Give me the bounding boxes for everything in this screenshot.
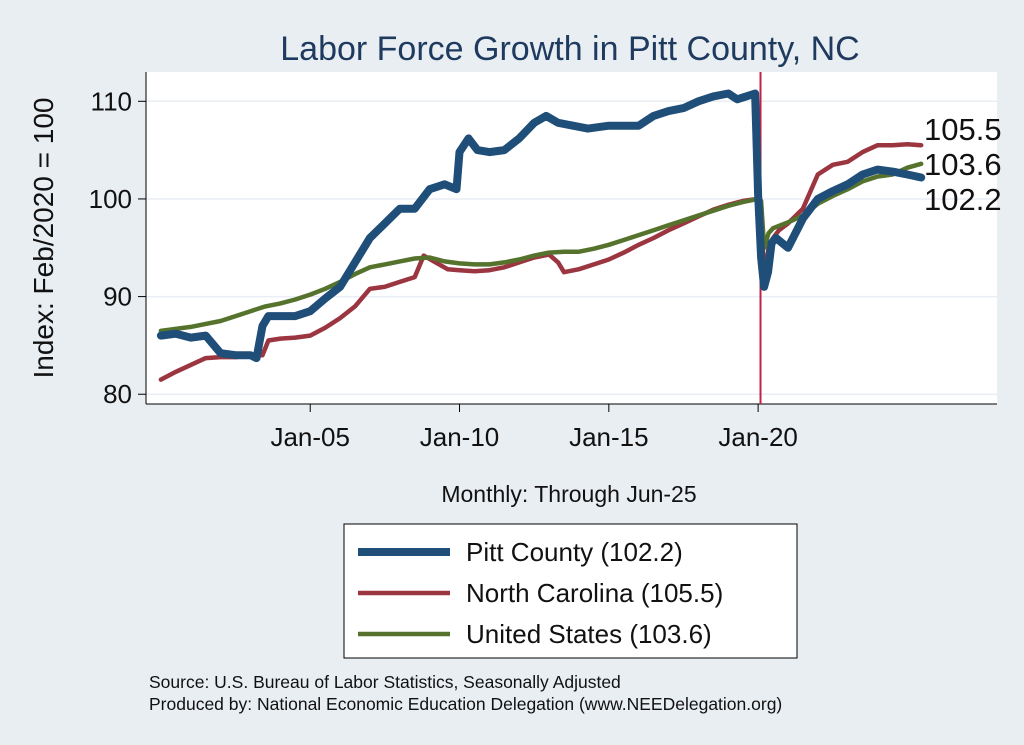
- y-tick-label: 100: [89, 184, 132, 214]
- y-tick-label: 110: [91, 86, 132, 116]
- legend-label-2: United States (103.6): [466, 619, 712, 649]
- series-line-0: [156, 89, 926, 363]
- x-tick-label: Jan-20: [718, 422, 798, 452]
- y-tick-label: 80: [103, 379, 132, 409]
- gridlines: [146, 100, 997, 395]
- x-tick-label: Jan-10: [420, 422, 500, 452]
- chart-title: Labor Force Growth in Pitt County, NC: [280, 30, 859, 68]
- legend: Pitt County (102.2) North Carolina (105.5…: [343, 523, 798, 659]
- y-axis: [138, 72, 147, 404]
- x-tick-label: Jan-05: [270, 422, 350, 452]
- source-line-1: Source: U.S. Bureau of Labor Statistics,…: [149, 672, 621, 692]
- y-axis-title: Index: Feb/2020 = 100: [28, 98, 59, 379]
- end-label-2: 103.6: [924, 147, 1002, 182]
- x-axis-title: Monthly: Through Jun-25: [441, 481, 696, 507]
- x-tick-label: Jan-15: [569, 422, 649, 452]
- end-label-1: 105.5: [924, 112, 1002, 147]
- series-lines: [156, 89, 926, 382]
- y-tick-label: 90: [103, 282, 132, 312]
- y-tick-labels: 80 90 100 110: [89, 86, 132, 409]
- legend-label-0: Pitt County (102.2): [466, 537, 683, 567]
- series-line-1: [158, 142, 924, 382]
- source-line-2: Produced by: National Economic Education…: [149, 694, 782, 714]
- series-line-2: [158, 161, 924, 334]
- end-label-0: 102.2: [924, 182, 1002, 217]
- x-axis: [146, 403, 997, 412]
- legend-label-1: North Carolina (105.5): [466, 578, 723, 608]
- x-tick-labels: Jan-05 Jan-10 Jan-15 Jan-20: [270, 422, 797, 452]
